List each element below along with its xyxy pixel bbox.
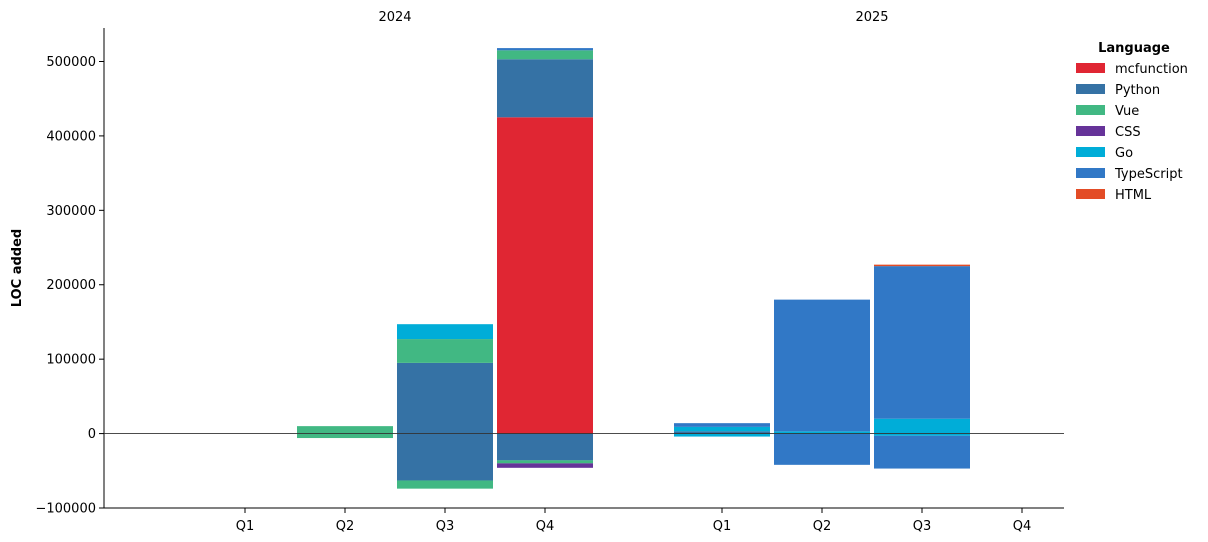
bar-segment-typescript: [874, 435, 970, 469]
x-tick-label: Q2: [336, 519, 355, 534]
bar-segment-vue: [497, 460, 593, 464]
legend-label-typescript: TypeScript: [1114, 167, 1183, 182]
x-tick-label: Q1: [713, 519, 732, 534]
y-tick-label: 200000: [46, 278, 96, 293]
facet-title: 2024: [378, 10, 411, 25]
bar-segment-vue: [497, 50, 593, 60]
legend-label-html: HTML: [1115, 188, 1152, 203]
bar-segment-typescript: [774, 299, 870, 432]
legend-swatch-go: [1076, 147, 1105, 157]
legend-label-go: Go: [1115, 146, 1133, 161]
x-tick-label: Q2: [813, 519, 832, 534]
bar-segment-go: [674, 426, 770, 432]
bar-segment-vue: [397, 480, 493, 489]
y-tick-label: −100000: [35, 502, 96, 517]
bar-segment-go: [874, 418, 970, 434]
y-tick-label: 500000: [46, 55, 96, 70]
bar-segment-css: [497, 463, 593, 468]
y-tick-label: 400000: [46, 129, 96, 144]
legend-swatch-python: [1076, 84, 1105, 94]
bar-segment-python: [397, 433, 493, 481]
bar-segment-vue: [397, 339, 493, 363]
bar-segment-go: [874, 433, 970, 436]
x-tick-label: Q4: [1013, 519, 1032, 534]
legend-label-css: CSS: [1115, 125, 1141, 140]
y-axis-title: LOC added: [10, 229, 25, 307]
bar-segment-html: [874, 264, 970, 267]
bar-segment-go: [774, 431, 870, 434]
bar-segment-typescript: [874, 266, 970, 419]
legend-title: Language: [1098, 41, 1170, 56]
legend-label-python: Python: [1115, 83, 1160, 98]
legend-label-mcfunction: mcfunction: [1115, 62, 1188, 77]
x-tick-label: Q3: [913, 519, 932, 534]
bar-segment-python: [674, 431, 770, 434]
bar-segment-typescript: [497, 48, 593, 51]
bar-segment-typescript: [774, 433, 870, 465]
legend-swatch-typescript: [1076, 168, 1105, 178]
bar-segment-typescript: [674, 423, 770, 427]
bar-segment-go: [397, 324, 493, 340]
legend-swatch-mcfunction: [1076, 63, 1105, 73]
legend-swatch-css: [1076, 126, 1105, 136]
legend-swatch-vue: [1076, 105, 1105, 115]
y-tick-label: 100000: [46, 353, 96, 368]
bar-segment-python: [397, 362, 493, 434]
bar-segment-mcfunction: [497, 117, 593, 434]
x-tick-label: Q3: [436, 519, 455, 534]
bar-segment-vue: [297, 433, 393, 439]
legend-swatch-html: [1076, 189, 1105, 199]
y-tick-label: 300000: [46, 204, 96, 219]
x-tick-label: Q4: [536, 519, 555, 534]
facet-title: 2025: [855, 10, 888, 25]
bar-segment-python: [497, 433, 593, 461]
x-tick-label: Q1: [236, 519, 255, 534]
y-tick-label: 0: [88, 427, 96, 442]
bar-segment-go: [674, 433, 770, 437]
bar-segment-python: [497, 59, 593, 118]
legend-label-vue: Vue: [1115, 104, 1139, 119]
bar-segment-vue: [297, 426, 393, 434]
